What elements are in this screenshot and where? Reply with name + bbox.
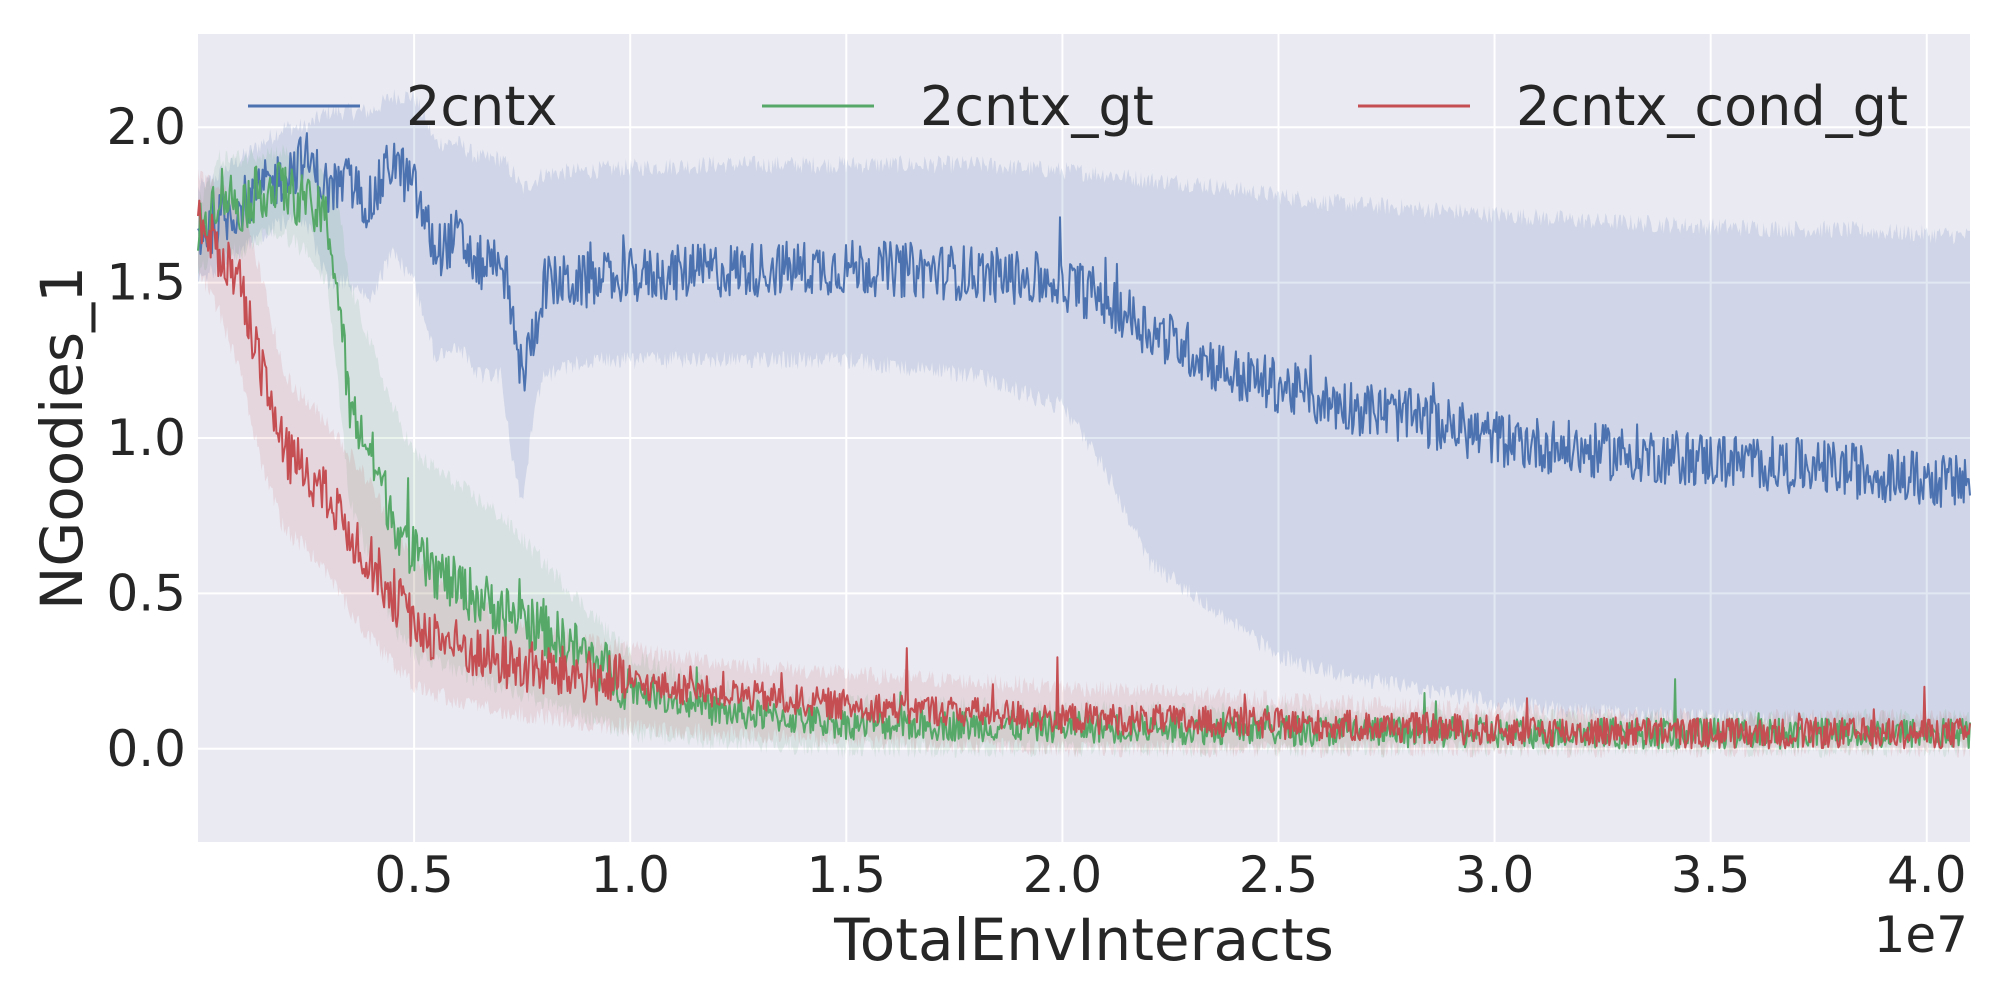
y-tick-label: 1.5 xyxy=(106,254,186,312)
legend-label-2cntx_cond_gt: 2cntx_cond_gt xyxy=(1516,75,1908,138)
series-line-2cntx_gt xyxy=(197,161,1971,750)
x-tick-labels: 0.5 1.0 1.5 2.0 2.5 3.0 3.5 4.0 xyxy=(374,846,1966,904)
x-tick-label: 2.0 xyxy=(1023,846,1103,904)
y-tick-label: 0.0 xyxy=(106,720,186,778)
legend-label-2cntx_gt: 2cntx_gt xyxy=(920,75,1154,138)
series-lines xyxy=(197,132,1971,750)
y-tick-label: 2.0 xyxy=(106,98,186,156)
x-axis-offset: 1e7 xyxy=(1874,906,1968,964)
x-tick-label: 4.0 xyxy=(1887,846,1967,904)
x-tick-label: 3.5 xyxy=(1671,846,1751,904)
grid-lines xyxy=(198,34,1970,842)
legend: 2cntx 2cntx_gt 2cntx_cond_gt xyxy=(248,75,1908,138)
y-axis-label: NGoodies_1 xyxy=(28,266,96,610)
legend-label-2cntx: 2cntx xyxy=(406,75,557,138)
x-tick-label: 1.5 xyxy=(807,846,887,904)
x-axis-label: TotalEnvInteracts xyxy=(833,906,1334,974)
x-tick-label: 3.0 xyxy=(1455,846,1535,904)
y-tick-label: 0.5 xyxy=(106,564,186,622)
y-tick-labels: 0.0 0.5 1.0 1.5 2.0 xyxy=(106,98,186,778)
series-line-2cntx xyxy=(197,132,1971,508)
series-line-2cntx_cond_gt xyxy=(197,199,1971,750)
x-tick-label: 2.5 xyxy=(1239,846,1319,904)
x-tick-label: 1.0 xyxy=(590,846,670,904)
confidence-bands xyxy=(198,88,1970,759)
x-tick-label: 0.5 xyxy=(374,846,454,904)
y-tick-label: 1.0 xyxy=(106,409,186,467)
confidence-band-2cntx xyxy=(198,88,1970,741)
